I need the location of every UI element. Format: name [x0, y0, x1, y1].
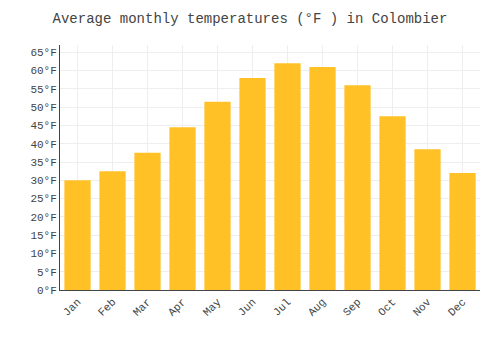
svg-text:30°F: 30°F: [30, 175, 56, 187]
svg-text:45°F: 45°F: [30, 120, 56, 132]
svg-text:35°F: 35°F: [30, 157, 56, 169]
svg-text:Average monthly temperatures (: Average monthly temperatures (°F ) in Co…: [53, 11, 448, 27]
svg-text:10°F: 10°F: [30, 248, 56, 260]
svg-text:May: May: [201, 296, 224, 319]
svg-text:Dec: Dec: [446, 296, 468, 318]
svg-text:5°F: 5°F: [37, 267, 57, 279]
svg-text:60°F: 60°F: [30, 65, 56, 77]
svg-text:40°F: 40°F: [30, 139, 56, 151]
svg-text:15°F: 15°F: [30, 230, 56, 242]
svg-text:Jan: Jan: [61, 296, 83, 318]
svg-text:Mar: Mar: [131, 296, 153, 318]
svg-text:55°F: 55°F: [30, 84, 56, 96]
svg-text:65°F: 65°F: [30, 47, 56, 59]
svg-text:0°F: 0°F: [37, 285, 57, 297]
svg-text:50°F: 50°F: [30, 102, 56, 114]
svg-text:25°F: 25°F: [30, 193, 56, 205]
svg-text:Jul: Jul: [271, 296, 293, 318]
svg-text:Nov: Nov: [411, 296, 434, 319]
svg-text:Sep: Sep: [341, 296, 363, 318]
svg-text:Oct: Oct: [376, 296, 398, 318]
svg-text:Jun: Jun: [236, 296, 258, 318]
svg-text:20°F: 20°F: [30, 212, 56, 224]
svg-text:Aug: Aug: [306, 296, 328, 318]
svg-text:Feb: Feb: [96, 296, 118, 318]
svg-text:Apr: Apr: [166, 296, 188, 318]
